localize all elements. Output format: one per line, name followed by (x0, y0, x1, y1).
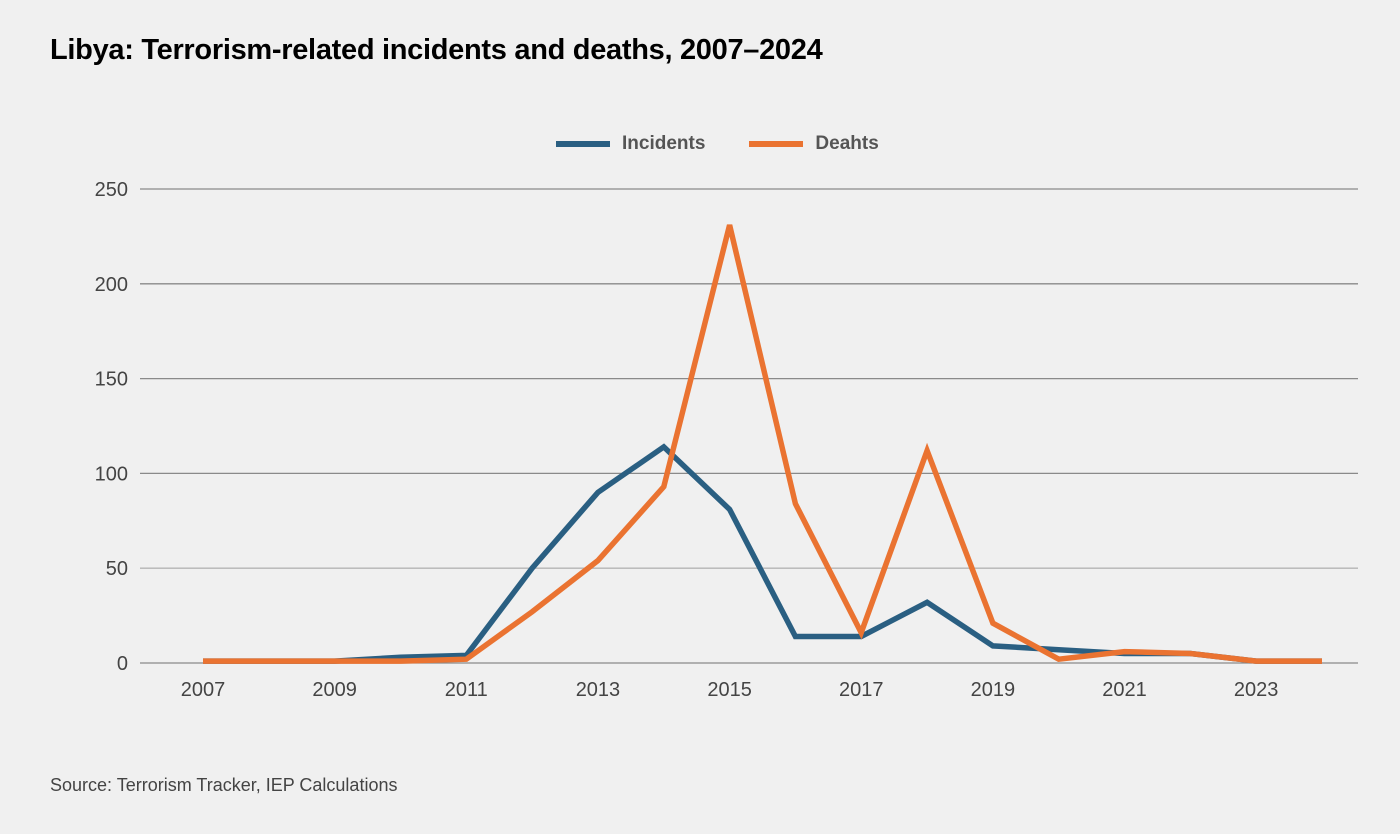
legend-item-incidents: Incidents (556, 133, 705, 155)
x-tick-label: 2015 (707, 679, 752, 701)
x-tick-label: 2013 (576, 679, 621, 701)
series-line-deaths (203, 224, 1322, 664)
legend: Incidents Deahts (556, 133, 923, 155)
y-tick-label: 100 (95, 463, 128, 485)
x-tick-label: 2021 (1102, 679, 1147, 701)
y-tick-label: 50 (106, 558, 128, 580)
series-lines (203, 224, 1322, 664)
legend-label-incidents: Incidents (622, 133, 706, 154)
x-tick-label: 2011 (445, 679, 488, 701)
legend-label-deaths: Deahts (815, 133, 879, 154)
x-tick-label: 2009 (312, 679, 357, 701)
y-tick-label: 200 (95, 274, 128, 296)
source-note: Source: Terrorism Tracker, IEP Calculati… (50, 775, 398, 795)
x-tick-label: 2007 (181, 679, 226, 701)
x-tick-label: 2019 (971, 679, 1016, 701)
legend-item-deaths: Deahts (749, 133, 879, 155)
y-tick-label: 250 (95, 179, 128, 201)
legend-swatch-incidents (556, 141, 610, 147)
x-tick-label: 2017 (839, 679, 884, 701)
y-tick-label: 150 (95, 369, 128, 391)
x-axis-tick-labels: 2007 2009 2011 2013 2015 2017 2019 2021 2023 (181, 679, 1279, 701)
gridlines (140, 188, 1358, 664)
y-axis-tick-labels: 0 50 100 150 200 250 (95, 179, 128, 675)
series-line-incidents (203, 443, 1322, 664)
y-tick-label: 0 (117, 653, 128, 675)
x-tick-label: 2023 (1234, 679, 1279, 701)
chart-title: Libya: Terrorism-related incidents and d… (50, 34, 823, 66)
legend-swatch-deaths (749, 141, 804, 147)
